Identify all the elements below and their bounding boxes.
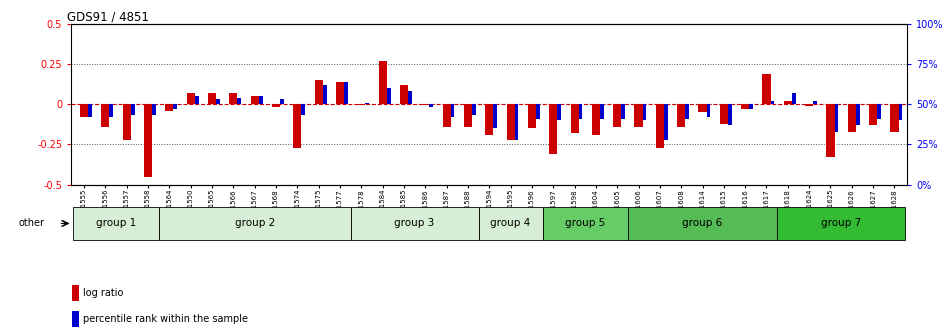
Text: log ratio: log ratio [84, 288, 124, 298]
Bar [558, 104, 561, 120]
Bar [485, 104, 493, 135]
Bar [464, 104, 472, 127]
Bar [600, 104, 604, 119]
Text: percentile rank within the sample: percentile rank within the sample [84, 314, 248, 324]
Bar [421, 104, 429, 105]
Text: group 3: group 3 [394, 218, 435, 228]
Bar [186, 93, 195, 104]
Bar [165, 104, 174, 111]
Bar [272, 104, 280, 108]
Bar [251, 96, 258, 104]
Bar [351, 207, 479, 240]
Bar [258, 96, 262, 104]
Bar [123, 104, 131, 140]
Bar [400, 85, 408, 104]
Bar [493, 104, 497, 128]
Bar [314, 80, 323, 104]
Bar [443, 104, 450, 127]
Bar [635, 104, 642, 127]
Bar [429, 104, 433, 108]
Bar [174, 104, 178, 109]
Bar [72, 285, 79, 301]
Bar [378, 60, 387, 104]
Bar [408, 91, 412, 104]
Bar [890, 104, 899, 132]
Bar [208, 93, 216, 104]
Bar [144, 104, 152, 177]
Bar [777, 207, 905, 240]
Bar [741, 104, 750, 109]
Bar [229, 93, 238, 104]
Bar [472, 104, 476, 116]
Bar [856, 104, 860, 125]
Bar [131, 104, 135, 116]
Text: group 2: group 2 [235, 218, 275, 228]
Bar [770, 101, 774, 104]
Bar [763, 74, 770, 104]
Bar [336, 82, 344, 104]
Text: group 6: group 6 [682, 218, 723, 228]
Bar [877, 104, 881, 119]
Bar [159, 207, 351, 240]
Bar [238, 98, 241, 104]
Bar [656, 104, 664, 148]
Bar [301, 104, 305, 116]
Bar [366, 102, 370, 104]
Bar [571, 104, 579, 133]
Text: group 5: group 5 [565, 218, 605, 228]
Bar [628, 207, 777, 240]
Bar [216, 99, 219, 104]
Bar [613, 104, 621, 127]
Bar [549, 104, 558, 154]
Bar [357, 104, 366, 105]
Bar [528, 104, 536, 128]
Text: GDS91 / 4851: GDS91 / 4851 [67, 10, 149, 24]
Bar [792, 93, 796, 104]
Bar [109, 104, 113, 117]
Bar [685, 104, 689, 119]
Bar [579, 104, 582, 119]
Bar [720, 104, 728, 124]
Text: other: other [19, 218, 45, 228]
Bar [698, 104, 707, 112]
Bar [387, 88, 390, 104]
Bar [506, 104, 515, 140]
Text: group 1: group 1 [96, 218, 136, 228]
Bar [479, 207, 542, 240]
Bar [80, 104, 88, 117]
Bar [677, 104, 685, 127]
Text: group 4: group 4 [490, 218, 531, 228]
Bar [536, 104, 540, 119]
Bar [344, 82, 348, 104]
Bar [542, 207, 628, 240]
Bar [621, 104, 625, 119]
Bar [73, 207, 159, 240]
Bar [642, 104, 646, 120]
Bar [450, 104, 454, 117]
Bar [152, 104, 156, 116]
Bar [728, 104, 732, 125]
Bar [805, 104, 813, 106]
Bar [664, 104, 668, 140]
Bar [847, 104, 856, 132]
Bar [102, 104, 109, 127]
Bar [323, 85, 327, 104]
Bar [899, 104, 902, 120]
Bar [784, 101, 792, 104]
Text: group 7: group 7 [821, 218, 862, 228]
Bar [515, 104, 519, 140]
Bar [707, 104, 711, 117]
Bar [750, 104, 753, 109]
Bar [294, 104, 301, 148]
Bar [280, 99, 284, 104]
Bar [826, 104, 834, 157]
Bar [72, 311, 79, 327]
Bar [869, 104, 877, 125]
Bar [813, 101, 817, 104]
Bar [834, 104, 838, 132]
Bar [88, 104, 92, 117]
Bar [195, 96, 199, 104]
Bar [592, 104, 600, 135]
